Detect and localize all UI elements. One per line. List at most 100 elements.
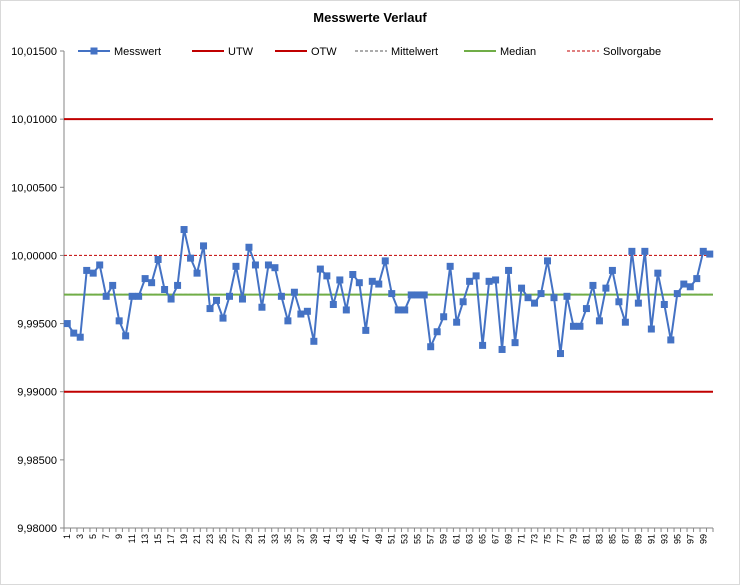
data-point bbox=[420, 291, 428, 299]
data-point bbox=[479, 341, 487, 349]
x-tick-label: 55 bbox=[413, 534, 423, 544]
y-tick-label: 9,98500 bbox=[17, 455, 57, 467]
x-tick-label: 77 bbox=[555, 534, 565, 544]
data-point bbox=[699, 247, 707, 255]
data-point bbox=[70, 329, 78, 337]
data-point bbox=[63, 320, 71, 328]
data-point bbox=[628, 247, 636, 255]
data-point bbox=[388, 290, 396, 298]
data-point bbox=[349, 271, 357, 279]
legend-label: UTW bbox=[228, 46, 254, 58]
data-point bbox=[511, 339, 519, 347]
legend-item: OTW bbox=[275, 46, 337, 58]
x-tick-label: 79 bbox=[568, 534, 578, 544]
data-point bbox=[213, 296, 221, 304]
legend-label: Mittelwert bbox=[391, 46, 438, 58]
x-tick-label: 15 bbox=[153, 534, 163, 544]
data-point bbox=[634, 299, 642, 307]
data-point bbox=[492, 276, 500, 284]
x-tick-label: 51 bbox=[387, 534, 397, 544]
data-point bbox=[148, 279, 156, 287]
x-tick-label: 7 bbox=[101, 534, 111, 539]
data-point bbox=[219, 314, 227, 322]
data-point bbox=[264, 261, 272, 269]
measurement-line bbox=[66, 228, 711, 355]
legend-label: Median bbox=[500, 46, 536, 58]
data-point bbox=[96, 261, 104, 269]
data-point bbox=[342, 306, 350, 314]
data-point bbox=[323, 272, 331, 280]
x-tick-label: 75 bbox=[543, 534, 553, 544]
data-point bbox=[394, 306, 402, 314]
x-tick-label: 93 bbox=[659, 534, 669, 544]
data-point bbox=[381, 257, 389, 265]
x-tick-label: 65 bbox=[478, 534, 488, 544]
data-point bbox=[271, 264, 279, 272]
data-point bbox=[187, 254, 195, 262]
legend-item: Mittelwert bbox=[355, 46, 438, 58]
data-point bbox=[258, 303, 266, 311]
x-tick-label: 27 bbox=[231, 534, 241, 544]
data-point bbox=[407, 291, 415, 299]
data-point bbox=[472, 272, 480, 280]
data-point bbox=[232, 262, 240, 270]
data-point bbox=[446, 262, 454, 270]
data-point bbox=[102, 292, 110, 300]
data-point bbox=[544, 257, 552, 265]
x-tick-label: 85 bbox=[607, 534, 617, 544]
x-tick-label: 39 bbox=[309, 534, 319, 544]
data-point bbox=[109, 281, 117, 289]
x-tick-label: 89 bbox=[633, 534, 643, 544]
x-tick-label: 57 bbox=[426, 534, 436, 544]
data-point bbox=[225, 292, 233, 300]
data-point bbox=[362, 326, 370, 334]
data-point bbox=[706, 250, 714, 258]
data-point bbox=[89, 269, 97, 277]
y-tick-label: 10,00000 bbox=[11, 250, 57, 262]
data-point bbox=[375, 280, 383, 288]
x-tick-label: 35 bbox=[283, 534, 293, 544]
x-tick-label: 1 bbox=[62, 534, 72, 539]
y-tick-label: 9,99500 bbox=[17, 319, 57, 331]
data-point bbox=[537, 290, 545, 298]
data-point bbox=[602, 284, 610, 292]
data-point bbox=[582, 305, 590, 313]
data-point bbox=[518, 284, 526, 292]
data-point bbox=[595, 317, 603, 325]
data-point bbox=[135, 292, 143, 300]
legend: Messwert UTW OTW Mittelwert Median Sollvorgab… bbox=[78, 46, 661, 58]
data-point bbox=[414, 291, 422, 299]
data-point bbox=[401, 306, 409, 314]
data-point bbox=[83, 266, 91, 274]
x-tick-label: 49 bbox=[374, 534, 384, 544]
data-point bbox=[141, 275, 149, 283]
data-point bbox=[556, 350, 564, 358]
data-point bbox=[427, 343, 435, 351]
x-tick-label: 95 bbox=[672, 534, 682, 544]
data-point bbox=[251, 261, 259, 269]
x-tick-label: 71 bbox=[517, 534, 527, 544]
x-tick-label: 25 bbox=[218, 534, 228, 544]
data-point bbox=[167, 295, 175, 303]
x-tick-label: 97 bbox=[685, 534, 695, 544]
data-point bbox=[569, 322, 577, 330]
chart-title: Messwerte Verlauf bbox=[313, 10, 427, 25]
x-tick-label: 29 bbox=[244, 534, 254, 544]
data-point bbox=[336, 276, 344, 284]
data-point bbox=[667, 336, 675, 344]
x-tick-label: 37 bbox=[296, 534, 306, 544]
data-point bbox=[284, 317, 292, 325]
data-point bbox=[647, 325, 655, 333]
data-point bbox=[180, 226, 188, 234]
x-tick-label: 13 bbox=[140, 534, 150, 544]
x-tick-label: 31 bbox=[257, 534, 267, 544]
data-point bbox=[531, 299, 539, 307]
data-point bbox=[128, 292, 136, 300]
data-point bbox=[466, 277, 474, 285]
data-point bbox=[485, 277, 493, 285]
data-point bbox=[245, 243, 253, 251]
data-point bbox=[498, 345, 506, 353]
data-point bbox=[161, 286, 169, 293]
x-axis: 1 3 5 7 9 11 13 15 17 19 21 23 25 27 29 31 33 35 37 39 41 43 4… bbox=[62, 527, 714, 544]
